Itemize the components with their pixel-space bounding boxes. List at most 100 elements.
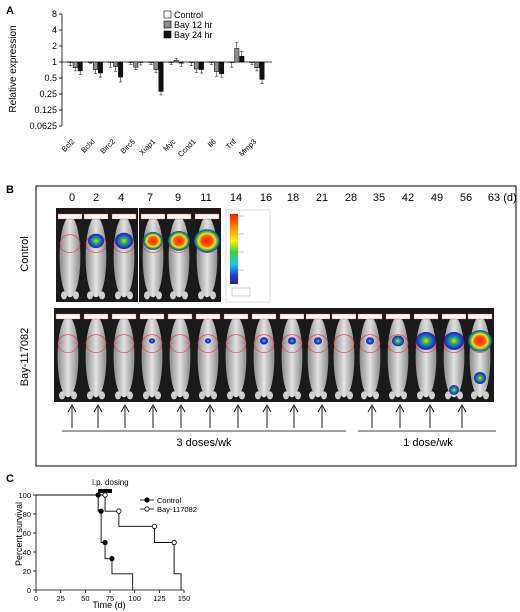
x-tick-label: Myc [161, 137, 177, 153]
mouse-foot [73, 291, 79, 300]
mouse-foot [309, 391, 315, 400]
roi-label-box [83, 313, 109, 320]
bioluminescence-signal [449, 385, 459, 395]
mouse-body [469, 316, 491, 398]
mouse-foot [143, 391, 149, 400]
bioluminescence-signal [416, 331, 436, 350]
mouse-foot [210, 291, 216, 300]
mouse-foot [99, 391, 105, 400]
roi-label-box [166, 213, 192, 220]
y-tick-label: 2 [52, 41, 57, 51]
bioluminescence-signal [205, 338, 211, 344]
bar [178, 61, 184, 64]
day-label: 16 [260, 192, 272, 204]
dosing-arrowhead [67, 404, 77, 413]
x-tick-label: 125 [153, 594, 166, 603]
mouse-foot [170, 291, 176, 300]
y-tick-label: 0.5 [44, 73, 57, 83]
bioluminescence-signal [288, 337, 296, 345]
mouse-foot [198, 291, 204, 300]
x-tick-label: 150 [178, 594, 191, 603]
mouse-foot [445, 391, 451, 400]
x-tick-label: 0 [34, 594, 38, 603]
legend-label: Bay 12 hr [174, 20, 213, 30]
roi-label-box [385, 313, 411, 320]
mouse-body [196, 216, 218, 298]
mouse-foot [127, 391, 133, 400]
bar [234, 48, 240, 63]
legend-marker [144, 506, 150, 512]
bar [153, 61, 159, 70]
survival-marker [171, 539, 177, 546]
bar [118, 61, 124, 78]
bioluminescence-signal [168, 231, 190, 251]
mouse-body [307, 316, 329, 398]
x-tick-label: Xiap1 [137, 137, 157, 157]
x-tick-label: Bclxl [79, 137, 97, 155]
dosing-bar [98, 489, 112, 493]
bar [214, 61, 220, 72]
mouse-foot [115, 291, 121, 300]
roi-label-box [305, 313, 331, 320]
roi-label-box [111, 313, 137, 320]
x-tick-label: Ccnd1 [176, 137, 198, 159]
survival-marker [151, 523, 157, 529]
mouse-foot [156, 291, 162, 300]
y-tick-label: 4 [52, 25, 57, 35]
mouse-body [85, 316, 107, 398]
dosing-label: i.p. dosing [92, 478, 128, 487]
day-label: 49 [431, 192, 443, 204]
bar [198, 61, 204, 70]
mouse-body [169, 316, 191, 398]
y-tick-label: 0 [27, 586, 31, 595]
mouse-foot [321, 391, 327, 400]
mouse-body [59, 216, 81, 298]
mouse-foot [347, 391, 353, 400]
day-label: 28 [345, 192, 357, 204]
survival-x-axis-label: Time (d) [92, 600, 125, 610]
mouse-body [333, 316, 355, 398]
row-label-bay: Bay-117082 [19, 328, 31, 387]
roi-circle [225, 334, 247, 354]
survival-marker [102, 492, 108, 498]
roi-label-box [251, 313, 277, 320]
mouse-foot [401, 391, 407, 400]
dosing-arrowhead [176, 404, 186, 413]
bar [133, 61, 139, 68]
bioluminescence-signal [474, 372, 486, 384]
bar [97, 61, 103, 74]
dosing-arrowhead [289, 404, 299, 413]
mouse-body [141, 316, 163, 398]
legend-swatch [163, 30, 172, 39]
y-tick-label: 80 [23, 510, 31, 519]
roi-label-box [467, 313, 493, 320]
y-tick-label: 0.0625 [29, 121, 57, 131]
expression-bars [67, 42, 265, 96]
y-tick-label: 0.25 [39, 89, 57, 99]
roi-circle [359, 334, 381, 354]
mouse-foot [199, 391, 205, 400]
mouse-foot [227, 391, 233, 400]
mouse-body [142, 216, 164, 298]
day-label: 18 [287, 192, 299, 204]
day-label: 42 [402, 192, 414, 204]
mouse-foot [183, 391, 189, 400]
dosing-arrowhead [367, 404, 377, 413]
mouse-body [415, 316, 437, 398]
day-label: 63 [488, 192, 500, 204]
y-tick-label: 40 [23, 548, 31, 557]
mouse-foot [239, 391, 245, 400]
roi-label-box [413, 313, 439, 320]
legend-label: Bay 24 hr [174, 30, 213, 40]
roi-label-box [139, 313, 165, 320]
roi-label-box [83, 213, 109, 220]
y-tick-label: 0.125 [34, 105, 57, 115]
roi-circle [197, 334, 219, 354]
bar [239, 56, 245, 63]
dosing-arrowhead [148, 404, 158, 413]
roi-label-box [357, 313, 383, 320]
mouse-foot [295, 391, 301, 400]
panel-a-label: A [6, 5, 14, 17]
day-label: 35 [373, 192, 385, 204]
